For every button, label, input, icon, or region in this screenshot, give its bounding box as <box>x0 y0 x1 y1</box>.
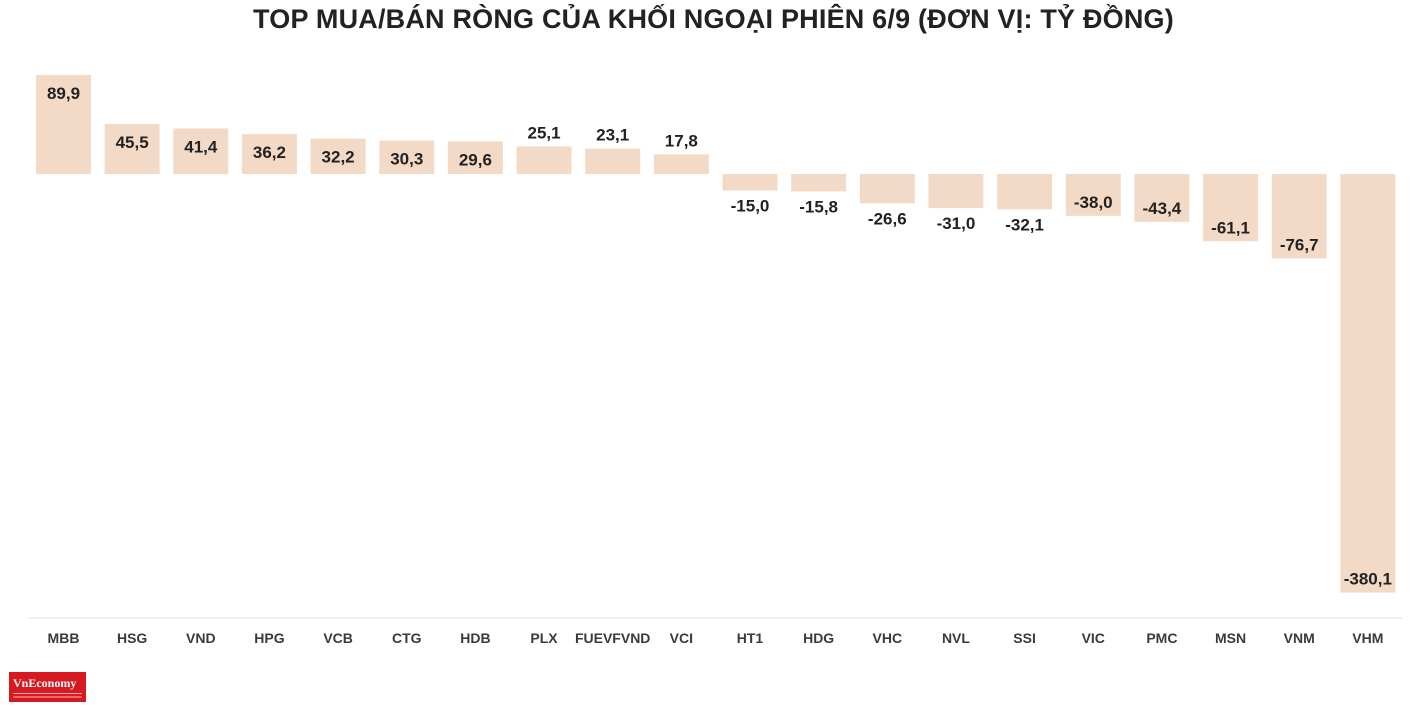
bar-vic <box>1065 174 1121 216</box>
x-tick-label-plx: PLX <box>530 630 558 646</box>
x-tick-label-nvl: NVL <box>942 630 970 646</box>
x-tick-label-vcb: VCB <box>323 630 353 646</box>
chart-title: TOP MUA/BÁN RÒNG CỦA KHỐI NGOẠI PHIÊN 6/… <box>253 4 1174 34</box>
data-label-ht1: -15,0 <box>731 197 770 216</box>
bar-ssi <box>997 174 1053 210</box>
x-tick-label-ctg: CTG <box>392 630 422 646</box>
data-label-vnm: -76,7 <box>1280 235 1319 254</box>
bar-vci <box>653 154 709 174</box>
bar-vnm <box>1271 174 1327 259</box>
data-label-plx: 25,1 <box>528 123 561 142</box>
data-label-hpg: 36,2 <box>253 143 286 162</box>
data-label-vci: 17,8 <box>665 131 698 150</box>
bar-nvl <box>928 174 984 209</box>
x-tick-label-vnd: VND <box>186 630 216 646</box>
x-tick-label-ssi: SSI <box>1013 630 1036 646</box>
bar-hdg <box>791 174 847 192</box>
bar-hsg <box>104 123 160 174</box>
data-label-msn: -61,1 <box>1211 218 1250 237</box>
data-label-vnd: 41,4 <box>184 137 218 156</box>
data-label-pmc: -43,4 <box>1143 199 1182 218</box>
data-label-ssi: -32,1 <box>1005 215 1044 234</box>
bar-plx <box>516 146 572 174</box>
data-label-vic: -38,0 <box>1074 193 1113 212</box>
data-label-hsg: 45,5 <box>116 133 149 152</box>
logo-tagline-mark <box>13 696 82 698</box>
bar-vcb <box>310 138 366 174</box>
data-label-hdb: 29,6 <box>459 150 492 169</box>
bar-mbb <box>36 75 91 174</box>
x-tick-label-vnm: VNM <box>1284 630 1315 646</box>
logo-divider <box>13 693 82 694</box>
x-tick-label-pmc: PMC <box>1146 630 1177 646</box>
data-label-mbb: 89,9 <box>47 84 80 103</box>
data-label-fuevfvnd: 23,1 <box>596 126 629 145</box>
data-label-hdg: -15,8 <box>799 197 838 216</box>
x-tick-label-vic: VIC <box>1082 630 1105 646</box>
bar-vnd <box>173 128 229 174</box>
bar-pmc <box>1134 174 1190 222</box>
x-tick-label-msn: MSN <box>1215 630 1246 646</box>
x-tick-label-vhm: VHM <box>1352 630 1383 646</box>
data-label-vcb: 32,2 <box>322 148 355 167</box>
bar-ctg <box>379 140 435 174</box>
data-label-vhm: -380,1 <box>1344 570 1392 589</box>
vneconomy-logo: VnEconomy <box>9 672 86 702</box>
x-tick-label-vhc: VHC <box>873 630 903 646</box>
x-tick-label-hdb: HDB <box>460 630 490 646</box>
bar-msn <box>1203 174 1259 242</box>
x-tick-label-hsg: HSG <box>117 630 147 646</box>
bar-ht1 <box>722 174 778 191</box>
x-tick-label-mbb: MBB <box>48 630 80 646</box>
x-tick-label-ht1: HT1 <box>737 630 764 646</box>
bar-vhc <box>859 174 915 204</box>
bar-hpg <box>241 134 297 174</box>
x-tick-label-vci: VCI <box>670 630 693 646</box>
x-tick-label-hdg: HDG <box>803 630 834 646</box>
data-label-ctg: 30,3 <box>390 150 423 169</box>
bar-fuevfvnd <box>585 148 641 174</box>
logo-text: VnEconomy <box>13 676 77 690</box>
data-label-vhc: -26,6 <box>868 209 907 228</box>
bar-vhm <box>1340 174 1396 593</box>
data-label-nvl: -31,0 <box>937 214 976 233</box>
x-tick-label-fuevfvnd: FUEVFVND <box>575 630 650 646</box>
x-tick-label-hpg: HPG <box>254 630 284 646</box>
bar-hdb <box>447 141 503 174</box>
